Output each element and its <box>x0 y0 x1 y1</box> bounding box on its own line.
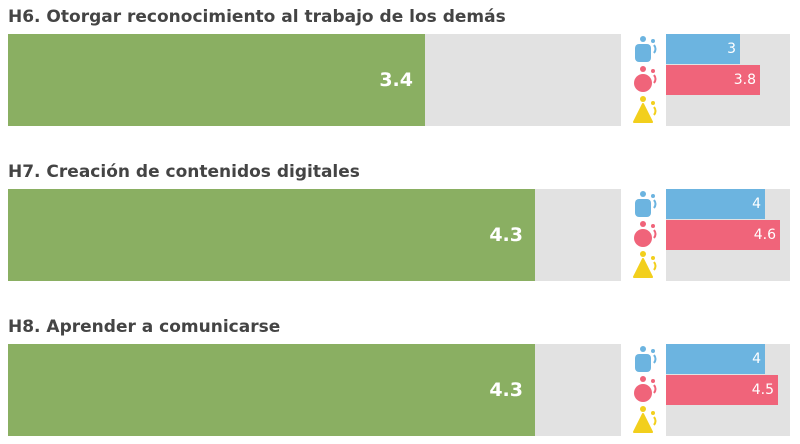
blue-person-icon <box>635 36 657 62</box>
group-icons <box>631 34 661 126</box>
red-person-icon <box>634 66 657 92</box>
chart-title: H6. Otorgar reconocimiento al trabajo de… <box>8 7 506 27</box>
main-bar-track: 4.3 <box>8 189 621 281</box>
chart-h8: H8. Aprender a comunicarse 4.3 4 4.5 <box>0 312 800 442</box>
chart-title: H7. Creación de contenidos digitales <box>8 162 360 182</box>
blue-group-bar <box>666 344 765 374</box>
main-bar-value-label: 3.4 <box>379 69 413 91</box>
blue-group-bar <box>666 34 740 64</box>
group-icons <box>631 344 661 436</box>
group-icons <box>631 189 661 281</box>
group-bars-track: 3 3.8 <box>666 34 790 126</box>
group-bars-track: 4 4.5 <box>666 344 790 436</box>
chart-h7: H7. Creación de contenidos digitales 4.3… <box>0 157 800 287</box>
blue-group-value-label: 4 <box>752 351 761 367</box>
blue-person-icon <box>635 191 657 217</box>
main-bar-value-label: 4.3 <box>489 224 523 246</box>
blue-group-value-label: 4 <box>752 196 761 212</box>
main-bar-value-label: 4.3 <box>489 379 523 401</box>
red-group-value-label: 3.8 <box>733 72 756 88</box>
blue-group-bar <box>666 189 765 219</box>
red-person-icon <box>634 221 657 247</box>
red-person-icon <box>634 376 657 402</box>
main-bar <box>8 189 535 281</box>
main-bar-track: 3.4 <box>8 34 621 126</box>
chart-h6: H6. Otorgar reconocimiento al trabajo de… <box>0 2 800 132</box>
chart-title: H8. Aprender a comunicarse <box>8 317 281 337</box>
red-group-bar <box>666 220 780 250</box>
group-bars-track: 4 4.6 <box>666 189 790 281</box>
yellow-person-icon <box>633 406 657 433</box>
main-bar <box>8 34 425 126</box>
red-group-value-label: 4.6 <box>753 227 776 243</box>
yellow-person-icon <box>633 96 657 123</box>
red-group-bar <box>666 375 778 405</box>
blue-person-icon <box>635 346 657 372</box>
yellow-person-icon <box>633 251 657 278</box>
main-bar-track: 4.3 <box>8 344 621 436</box>
red-group-value-label: 4.5 <box>751 382 774 398</box>
main-bar <box>8 344 535 436</box>
red-group-bar <box>666 65 760 95</box>
blue-group-value-label: 3 <box>727 41 736 57</box>
